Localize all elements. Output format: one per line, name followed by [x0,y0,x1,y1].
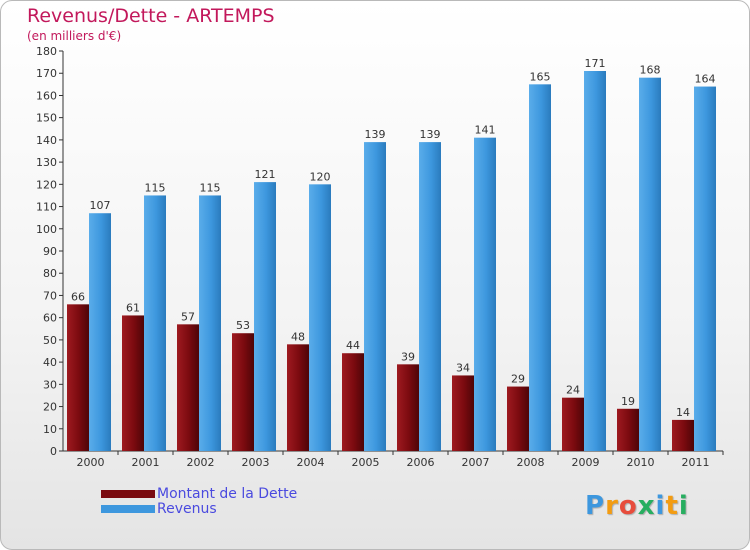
x-tick-label: 2011 [682,456,710,469]
axes: 0 10 20 30 40 50 60 70 80 90 100 110 120 130 140 150 160… [36,45,724,469]
x-tick-label: 2004 [297,456,325,469]
debt-bar [562,397,584,451]
revenue-value-label: 168 [640,64,661,77]
legend-swatch-debt [101,490,155,498]
chart-title: Revenus/Dette - ARTEMPS [27,5,275,27]
revenue-value-label: 120 [310,170,331,183]
y-tick-label: 80 [43,267,57,280]
y-tick-label: 20 [43,401,57,414]
debt-bar [287,344,309,451]
debt-value-label: 29 [511,373,525,386]
debt-value-label: 24 [566,384,580,397]
debt-value-label: 44 [346,339,360,352]
revenue-bar [144,195,166,451]
x-tick-label: 2000 [77,456,105,469]
x-tick-label: 2010 [627,456,655,469]
revenue-bar [474,137,496,451]
debt-value-label: 48 [291,330,305,343]
logo-letter: r [605,491,619,521]
y-tick-label: 100 [36,223,57,236]
revenue-value-label: 139 [420,128,441,141]
revenue-value-label: 165 [530,70,551,83]
x-tick-label: 2007 [462,456,490,469]
logo-letter: P [585,491,606,521]
debt-value-label: 34 [456,361,470,374]
logo-letter: t [665,491,679,521]
debt-value-label: 53 [236,319,250,332]
debt-value-label: 57 [181,310,195,323]
revenue-bar [199,195,221,451]
y-tick-label: 60 [43,312,57,325]
revenue-bar [694,86,716,452]
y-tick-label: 170 [36,67,57,80]
debt-bar [122,315,144,451]
y-tick-label: 40 [43,356,57,369]
y-tick-label: 10 [43,423,57,436]
y-tick-label: 0 [50,445,57,458]
revenue-value-label: 171 [585,57,606,70]
y-tick-label: 90 [43,245,57,258]
debt-value-label: 14 [676,406,690,419]
debt-bar [342,353,364,451]
y-tick-label: 140 [36,134,57,147]
legend-swatch-revenue [101,505,155,513]
y-tick-label: 120 [36,178,57,191]
bar-chart: 0 10 20 30 40 50 60 70 80 90 100 110 120 130 140 150 160… [36,45,724,469]
y-tick-label: 70 [43,289,57,302]
x-tick-label: 2009 [572,456,600,469]
revenue-value-label: 115 [200,181,221,194]
x-tick-label: 2002 [187,456,215,469]
debt-bar [397,364,419,451]
debt-value-label: 61 [126,301,140,314]
chart-subtitle: (en milliers d'€) [27,29,122,43]
revenue-value-label: 121 [255,168,276,181]
debt-bar [617,408,639,451]
logo-letter: o [618,491,638,521]
debt-bar [507,386,529,451]
debt-bar [177,324,199,451]
legend-label-revenue: Revenus [157,501,217,517]
logo-letter: x [637,491,656,521]
x-tick-label: 2008 [517,456,545,469]
y-tick-label: 150 [36,112,57,125]
y-tick-label: 110 [36,201,57,214]
debt-bar [67,304,89,451]
revenue-value-label: 107 [90,199,111,212]
logo-letter: i [678,491,689,521]
debt-bar [452,375,474,451]
x-tick-label: 2006 [407,456,435,469]
revenue-bar [639,77,661,452]
revenue-value-label: 139 [365,128,386,141]
proxiti-logo: Proxiti [585,491,689,521]
revenue-value-label: 141 [475,124,496,137]
y-tick-label: 50 [43,334,57,347]
revenue-bar [529,84,551,451]
revenue-bar [89,213,111,451]
x-tick-label: 2001 [132,456,160,469]
debt-bar [672,419,694,451]
revenue-bar [364,142,386,451]
revenue-bar [309,184,331,452]
revenue-value-label: 164 [695,73,716,86]
revenue-value-label: 115 [145,181,166,194]
x-tick-label: 2003 [242,456,270,469]
bars [67,71,716,452]
debt-value-label: 39 [401,350,415,363]
y-tick-label: 30 [43,378,57,391]
revenue-bar [419,142,441,451]
y-tick-label: 180 [36,45,57,58]
x-tick-label: 2005 [352,456,380,469]
revenue-bar [254,182,276,451]
revenue-bar [584,71,606,451]
debt-value-label: 19 [621,395,635,408]
logo-letter: i [655,491,666,521]
value-labels: 6610761115571155312148120441393913934141… [71,57,716,419]
y-tick-label: 160 [36,89,57,102]
debt-bar [232,333,254,451]
y-tick-label: 130 [36,156,57,169]
debt-value-label: 66 [71,290,85,303]
legend-label-debt: Montant de la Dette [157,486,298,502]
